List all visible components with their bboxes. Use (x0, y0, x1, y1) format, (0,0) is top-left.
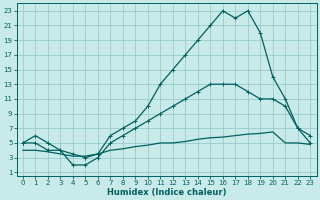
X-axis label: Humidex (Indice chaleur): Humidex (Indice chaleur) (107, 188, 226, 197)
